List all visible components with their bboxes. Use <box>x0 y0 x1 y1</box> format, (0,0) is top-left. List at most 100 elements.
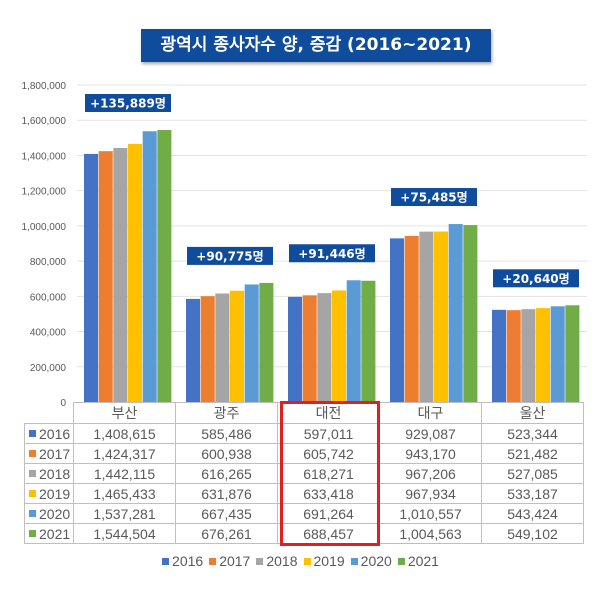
table-cell: 549,102 <box>481 523 584 544</box>
y-tick-label: 800,000 <box>30 257 67 268</box>
bar-2016-1 <box>186 298 201 402</box>
table-column-header: 대전 <box>277 402 380 424</box>
annotation-box <box>187 246 273 265</box>
bar-2017-2 <box>302 295 317 402</box>
table-cell: 618,271 <box>277 463 380 484</box>
series-swatch-icon <box>29 490 36 498</box>
series-swatch-icon <box>29 530 36 538</box>
table-row-header: 2021 <box>24 523 74 544</box>
table-cell: 605,742 <box>277 443 380 464</box>
legend: 2016 2017 2018 2019 2020 2021 <box>0 553 601 569</box>
legend-item: 2021 <box>397 553 439 569</box>
bar-2017-1 <box>200 296 215 402</box>
series-swatch-icon <box>29 430 36 438</box>
table-cell: 633,418 <box>277 483 380 504</box>
annotation-label: +90,775명 <box>196 249 263 263</box>
bar-2018-4 <box>521 309 536 402</box>
bar-2018-3 <box>419 231 434 402</box>
table-cell: 967,934 <box>379 483 482 504</box>
bar-2021-4 <box>565 305 580 402</box>
bar-2020-1 <box>244 284 259 402</box>
y-tick-label: 1,200,000 <box>22 187 67 198</box>
legend-item: 2017 <box>209 553 250 569</box>
y-tick-label: 200,000 <box>30 363 67 374</box>
legend-item: 2020 <box>350 553 392 569</box>
table-row: 2020 1,537,281 667,435 691,264 1,010,557 543,… <box>24 503 584 524</box>
table-cell: 688,457 <box>277 523 380 544</box>
legend-label: 2016 <box>172 553 204 569</box>
table-cell: 1,004,563 <box>379 523 482 544</box>
bar-2018-0 <box>113 148 128 402</box>
legend-item: 2019 <box>303 553 345 569</box>
annotations: +135,889명 +90,775명 +91,446명 +75,485명 +20,640… <box>85 93 579 288</box>
bar-2018-2 <box>317 293 332 402</box>
bar-2020-3 <box>448 224 463 402</box>
table-row: 2018 1,442,115 616,265 618,271 967,206 527,08… <box>24 463 584 484</box>
bar-2019-2 <box>332 290 347 402</box>
bar-2020-4 <box>550 306 565 402</box>
row-label: 2017 <box>39 445 71 462</box>
table-cell: 1,465,433 <box>73 483 176 504</box>
series-swatch-icon <box>29 470 36 478</box>
bar-2016-2 <box>288 296 303 402</box>
legend-label: 2019 <box>313 553 345 569</box>
legend-swatch-icon <box>303 557 311 565</box>
table-row-header: 2018 <box>24 463 74 484</box>
annotation-label: +75,485명 <box>400 191 467 205</box>
table-cell: 616,265 <box>175 463 278 484</box>
legend-swatch-icon <box>397 557 405 565</box>
y-tick-label: 1,000,000 <box>22 222 67 233</box>
row-label: 2021 <box>39 525 71 542</box>
bar-2016-4 <box>492 309 507 402</box>
table-column-header: 울산 <box>481 402 584 424</box>
annotation-box <box>85 93 171 112</box>
bar-2016-3 <box>390 238 405 402</box>
row-label: 2020 <box>39 505 71 522</box>
table-header-row: 부산 광주 대전 대구 울산 <box>24 402 584 424</box>
bar-2016-0 <box>84 153 99 402</box>
table-cell: 527,085 <box>481 463 584 484</box>
annotation-box <box>493 269 579 288</box>
bar-2017-0 <box>98 151 113 402</box>
annotation-label: +20,640명 <box>502 272 569 286</box>
legend-swatch-icon <box>209 557 217 565</box>
bar-2019-1 <box>230 290 245 402</box>
table-cell: 631,876 <box>175 483 278 504</box>
table-row-header: 2017 <box>24 443 74 464</box>
annotation-box <box>391 188 477 207</box>
annotation-label: +135,889명 <box>90 96 166 110</box>
table-cell: 967,206 <box>379 463 482 484</box>
table-cell: 523,344 <box>481 423 584 444</box>
table-cell: 597,011 <box>277 423 380 444</box>
row-label: 2018 <box>39 465 71 482</box>
table-row-header: 2016 <box>24 423 74 444</box>
bar-2020-0 <box>142 131 157 402</box>
row-label: 2019 <box>39 485 71 502</box>
series-swatch-icon <box>29 510 36 518</box>
y-tick-label: 400,000 <box>30 328 67 339</box>
table-cell: 1,408,615 <box>73 423 176 444</box>
y-axis-ticks: 0200,000400,000600,000800,0001,000,0001,… <box>22 81 67 409</box>
bar-2020-2 <box>346 280 361 402</box>
table-cell: 1,424,317 <box>73 443 176 464</box>
table-row: 2021 1,544,504 676,261 688,457 1,004,563 549,… <box>24 523 584 544</box>
legend-label: 2017 <box>219 553 251 569</box>
bar-2021-1 <box>259 282 274 402</box>
bar-2019-3 <box>434 231 449 402</box>
table-cell: 1,544,504 <box>73 523 176 544</box>
table-row-header: 2020 <box>24 503 74 524</box>
table-cell: 1,010,557 <box>379 503 482 524</box>
chart-title: 광역시 종사자수 양, 증감 (2016~2021) <box>141 29 491 62</box>
legend-swatch-icon <box>350 557 358 565</box>
y-tick-label: 1,400,000 <box>22 151 67 162</box>
legend-label: 2018 <box>266 553 298 569</box>
bar-2021-3 <box>463 225 478 402</box>
table-cell: 543,424 <box>481 503 584 524</box>
bar-2017-4 <box>506 310 521 402</box>
table-cell: 929,087 <box>379 423 482 444</box>
bar-2021-0 <box>157 129 172 403</box>
table-row: 2019 1,465,433 631,876 633,418 967,934 533,18… <box>24 483 584 504</box>
legend-swatch-icon <box>162 557 170 565</box>
table-cell: 533,187 <box>481 483 584 504</box>
